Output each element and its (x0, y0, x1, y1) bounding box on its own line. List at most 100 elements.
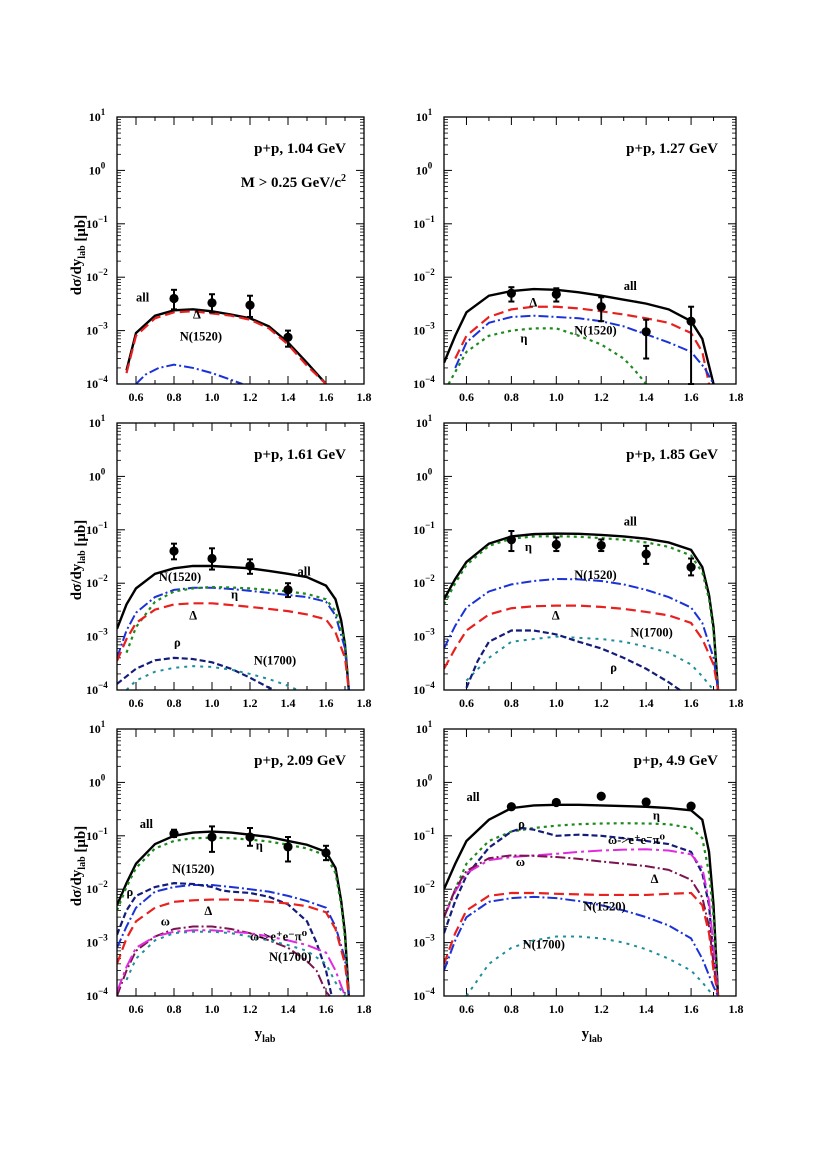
x-tick-label: 1.2 (243, 696, 258, 710)
tick-base: 10 (86, 324, 98, 338)
y-tick-label: 101 (89, 107, 106, 124)
data-point (207, 553, 217, 564)
tick-base: 10 (89, 163, 101, 177)
data-point (169, 293, 179, 304)
tick-exponent: 1 (101, 719, 106, 729)
series-group (444, 532, 720, 690)
tick-base: 10 (413, 324, 425, 338)
y-axis-title-top: dσ/dylab [μb] (69, 215, 89, 295)
text-run: y (582, 1026, 590, 1042)
panel-frame (443, 116, 737, 385)
x-tick-label: 1.2 (594, 1002, 609, 1016)
curve-label: N(1520) (172, 862, 214, 876)
data-point (169, 546, 179, 556)
tick-exponent: 0 (101, 772, 106, 782)
curve-label: N(1520) (159, 570, 201, 584)
curve-label: all (136, 291, 150, 305)
tick-exponent: 1 (428, 413, 433, 423)
data-point (596, 791, 606, 801)
series-line- (117, 882, 333, 996)
series-group (125, 308, 327, 384)
tick-base: 10 (86, 270, 98, 284)
y-tick-label: 10−1 (86, 826, 108, 843)
y-tick-label: 100 (89, 160, 106, 177)
curve-label: ρ (174, 636, 181, 650)
y-tick-label: 10−4 (86, 986, 108, 1003)
data-point (641, 549, 651, 559)
data-point (506, 802, 516, 812)
tick-base: 10 (86, 523, 98, 537)
tick-base: 10 (413, 882, 425, 896)
panel-frame (443, 422, 737, 691)
data-point (596, 302, 606, 312)
series-line- (117, 602, 350, 690)
x-tick-label: 1.0 (205, 1002, 220, 1016)
y-tick-label: 10−4 (86, 680, 108, 697)
data-point (283, 585, 293, 595)
x-tick-label: 1.0 (549, 696, 564, 710)
y-tick-label: 10−2 (86, 879, 108, 896)
series-line- (117, 925, 331, 996)
tick-exponent: 0 (428, 466, 433, 476)
x-tick-label: 1.6 (319, 696, 334, 710)
tick-exponent: −1 (425, 214, 435, 224)
series-line- (465, 629, 681, 690)
x-tick-label: 0.8 (167, 390, 182, 404)
data-point (506, 535, 516, 545)
tick-exponent: −4 (98, 374, 108, 384)
x-tick-label: 1.2 (594, 390, 609, 404)
series-line- (454, 305, 711, 384)
series-line- (125, 585, 350, 690)
series-line-n-1520 (444, 895, 719, 996)
tick-base: 10 (413, 270, 425, 284)
series-group (444, 803, 720, 996)
series-line- (117, 836, 350, 996)
panel-subtitle: M > 0.25 GeV/c2 (241, 173, 346, 191)
tick-base: 10 (86, 217, 98, 231)
curve-label: ρ (518, 817, 525, 831)
curve-labels: all Δ N(1520) (136, 291, 222, 344)
series-line-n-1700 (465, 935, 715, 996)
x-tick-label: 0.6 (459, 696, 474, 710)
tick-exponent: −2 (98, 879, 108, 889)
panel-frame (116, 728, 365, 997)
x-tick-label: 0.8 (504, 390, 519, 404)
series-line- (117, 656, 276, 690)
x-tick-label: 1.0 (549, 1002, 564, 1016)
tick-base: 10 (86, 630, 98, 644)
y-tick-label: 101 (89, 413, 106, 430)
tick-exponent: −4 (425, 680, 435, 690)
tick-exponent: 1 (101, 107, 106, 117)
curve-labels: all η ρ ω->e⁺e⁻π⁰ ω Δ N(1520) N(1700) (466, 790, 665, 951)
data-point (245, 561, 255, 571)
tick-base: 10 (413, 217, 425, 231)
tick-base: 10 (416, 163, 428, 177)
tick-exponent: −3 (98, 627, 108, 637)
y-tick-label: 101 (416, 413, 433, 430)
y-tick-label: 10−2 (86, 267, 108, 284)
series-line-n-1520 (117, 586, 350, 690)
panel-title: p+p, 1.61 GeV (254, 447, 346, 463)
series-line- (444, 535, 720, 690)
x-tick-label: 1.4 (281, 1002, 296, 1016)
series-line- (125, 310, 327, 384)
curve-label: η (525, 540, 532, 554)
tick-base: 10 (416, 722, 428, 736)
x-tick-label: 1.2 (594, 696, 609, 710)
data-point (551, 797, 561, 808)
data-point (551, 539, 561, 550)
x-tick-label: 0.8 (504, 1002, 519, 1016)
data-point (596, 540, 606, 551)
tick-exponent: 1 (428, 107, 433, 117)
x-tick-label: 0.6 (129, 1002, 144, 1016)
series-line-all (444, 532, 720, 690)
x-tick-label: 0.6 (129, 390, 144, 404)
tick-exponent: −2 (425, 267, 435, 277)
y-tick-label: 10−1 (413, 826, 435, 843)
x-tick-label: 1.4 (639, 696, 654, 710)
y-tick-label: 10−4 (86, 374, 108, 391)
curve-labels: all N(1520) η Δρ N(1700) (159, 564, 311, 667)
